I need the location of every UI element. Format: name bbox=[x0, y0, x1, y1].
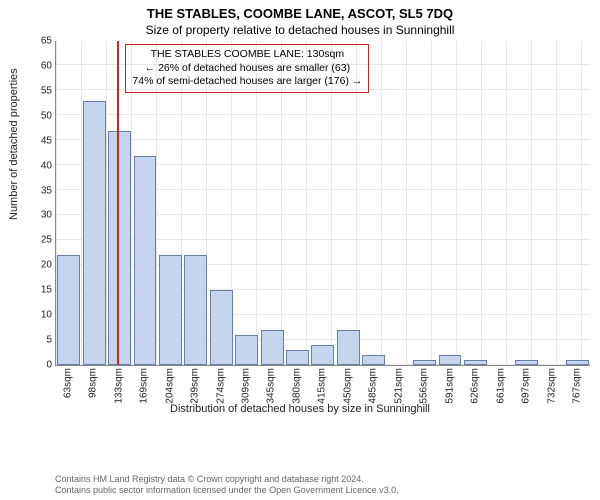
histogram-bar bbox=[57, 255, 80, 365]
annotation-line: 74% of semi-detached houses are larger (… bbox=[132, 75, 362, 89]
y-tick-label: 5 bbox=[46, 335, 56, 346]
bar-slot bbox=[488, 41, 513, 365]
y-tick-label: 25 bbox=[41, 235, 56, 246]
x-tick-label: 380sqm bbox=[284, 366, 309, 401]
histogram-bar bbox=[515, 360, 538, 365]
y-tick-label: 40 bbox=[41, 160, 56, 171]
y-tick-label: 55 bbox=[41, 85, 56, 96]
x-tick-label: 556sqm bbox=[412, 366, 437, 401]
x-tick-label: 239sqm bbox=[182, 366, 207, 401]
annotation-line: ← 26% of detached houses are smaller (63… bbox=[132, 62, 362, 76]
histogram-bar bbox=[286, 350, 309, 365]
x-tick-label: 204sqm bbox=[157, 366, 182, 401]
annotation-line: THE STABLES COOMBE LANE: 130sqm bbox=[132, 48, 362, 62]
y-tick-label: 20 bbox=[41, 260, 56, 271]
chart-area: 05101520253035404550556065 THE STABLES C… bbox=[55, 41, 590, 401]
x-tick-label: 63sqm bbox=[55, 366, 80, 401]
histogram-bar bbox=[413, 360, 436, 365]
bar-slot bbox=[81, 41, 106, 365]
histogram-bar bbox=[566, 360, 589, 365]
y-tick-label: 65 bbox=[41, 36, 56, 47]
bar-slot bbox=[463, 41, 488, 365]
annotation-box: THE STABLES COOMBE LANE: 130sqm← 26% of … bbox=[125, 44, 369, 93]
x-tick-label: 767sqm bbox=[564, 366, 589, 401]
histogram-bar bbox=[337, 330, 360, 365]
page-title: THE STABLES, COOMBE LANE, ASCOT, SL5 7DQ bbox=[0, 0, 600, 21]
reference-marker bbox=[117, 41, 119, 365]
histogram-bar bbox=[439, 355, 462, 365]
y-tick-label: 15 bbox=[41, 285, 56, 296]
x-tick-label: 98sqm bbox=[80, 366, 105, 401]
x-tick-label: 274sqm bbox=[208, 366, 233, 401]
histogram-bar bbox=[311, 345, 334, 365]
x-tick-label: 661sqm bbox=[488, 366, 513, 401]
histogram-bar bbox=[184, 255, 207, 365]
plot-area: 05101520253035404550556065 THE STABLES C… bbox=[55, 41, 590, 366]
histogram-bar bbox=[210, 290, 233, 365]
y-tick-label: 60 bbox=[41, 60, 56, 71]
x-tick-label: 521sqm bbox=[386, 366, 411, 401]
histogram-bar bbox=[159, 255, 182, 365]
x-tick-label: 169sqm bbox=[131, 366, 156, 401]
histogram-bar bbox=[235, 335, 258, 365]
x-tick-label: 450sqm bbox=[335, 366, 360, 401]
x-tick-label: 345sqm bbox=[259, 366, 284, 401]
page-subtitle: Size of property relative to detached ho… bbox=[0, 21, 600, 41]
bar-slot bbox=[514, 41, 539, 365]
histogram-bar bbox=[261, 330, 284, 365]
histogram-bar bbox=[362, 355, 385, 365]
bar-slot bbox=[56, 41, 81, 365]
y-tick-label: 35 bbox=[41, 185, 56, 196]
bar-slot bbox=[539, 41, 564, 365]
x-tick-label: 309sqm bbox=[233, 366, 258, 401]
x-tick-label: 133sqm bbox=[106, 366, 131, 401]
x-tick-label: 697sqm bbox=[513, 366, 538, 401]
histogram-bar bbox=[108, 131, 131, 365]
bar-slot bbox=[386, 41, 411, 365]
x-tick-label: 732sqm bbox=[539, 366, 564, 401]
footer-line: Contains HM Land Registry data © Crown c… bbox=[55, 474, 600, 485]
x-tick-label: 415sqm bbox=[310, 366, 335, 401]
footer-attribution: Contains HM Land Registry data © Crown c… bbox=[0, 474, 600, 497]
y-tick-label: 45 bbox=[41, 135, 56, 146]
histogram-bar bbox=[83, 101, 106, 365]
y-axis-label: Number of detached properties bbox=[8, 68, 20, 220]
bar-slot bbox=[437, 41, 462, 365]
footer-line: Contains public sector information licen… bbox=[55, 485, 600, 496]
histogram-bar bbox=[464, 360, 487, 365]
y-tick-label: 50 bbox=[41, 110, 56, 121]
x-tick-label: 626sqm bbox=[463, 366, 488, 401]
x-tick-label: 591sqm bbox=[437, 366, 462, 401]
bar-slot bbox=[412, 41, 437, 365]
bar-slot bbox=[564, 41, 589, 365]
x-tick-label: 485sqm bbox=[361, 366, 386, 401]
histogram-bar bbox=[134, 156, 157, 365]
y-tick-label: 10 bbox=[41, 310, 56, 321]
y-tick-label: 30 bbox=[41, 210, 56, 221]
x-ticks: 63sqm98sqm133sqm169sqm204sqm239sqm274sqm… bbox=[55, 366, 590, 401]
